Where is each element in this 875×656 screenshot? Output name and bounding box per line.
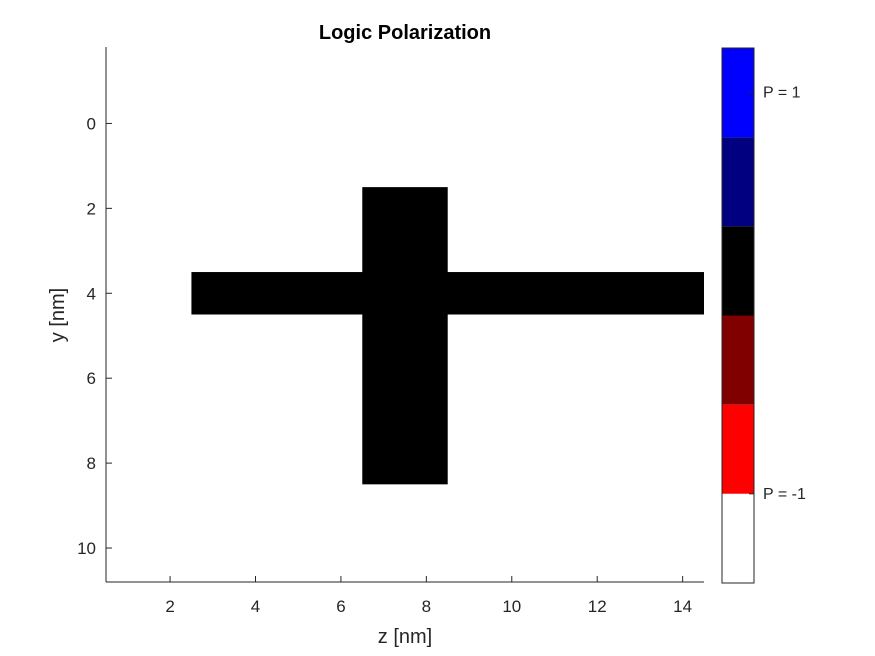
y-axis-label: y [nm] (47, 288, 69, 342)
x-tick-label: 14 (673, 597, 692, 616)
x-axis-label: z [nm] (378, 626, 432, 648)
colorbar-segment (722, 493, 754, 583)
y-tick-label: 2 (87, 199, 96, 218)
x-tick-label: 10 (502, 597, 521, 616)
x-tick-label: 2 (165, 597, 174, 616)
y-tick-label: 0 (87, 114, 96, 133)
cell-region-vertical-wire (362, 187, 448, 485)
colorbar-segment (722, 137, 754, 227)
y-tick-label: 4 (87, 284, 96, 303)
colorbar-frame (721, 47, 755, 584)
x-tick-label: 12 (588, 597, 607, 616)
y-tick-label: 6 (87, 369, 96, 388)
y-axis: 0 2 4 6 8 10 (77, 114, 112, 558)
x-tick-label: 8 (422, 597, 431, 616)
y-tick-label: 10 (77, 539, 96, 558)
x-tick-label: 6 (336, 597, 345, 616)
x-axis: 2 4 6 8 10 12 14 (165, 576, 692, 616)
colorbar-label: P = -1 (763, 486, 806, 503)
colorbar: P = 1 P = -1 (721, 47, 806, 584)
chart-title: Logic Polarization (319, 22, 491, 44)
y-tick-label: 8 (87, 454, 96, 473)
plot-area (105, 47, 704, 583)
colorbar-segment (722, 404, 754, 494)
colorbar-segment (722, 315, 754, 405)
colorbar-label: P = 1 (763, 85, 801, 102)
colorbar-segment (722, 226, 754, 316)
x-tick-label: 4 (251, 597, 260, 616)
colorbar-segment (722, 48, 754, 138)
